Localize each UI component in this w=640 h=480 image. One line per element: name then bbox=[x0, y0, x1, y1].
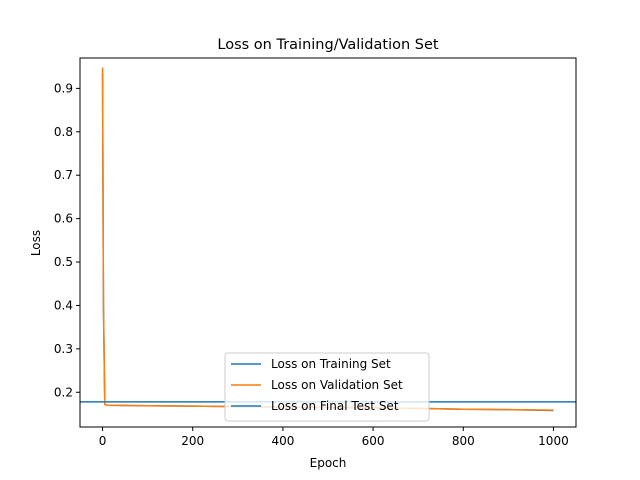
legend-box bbox=[224, 352, 430, 422]
plot-frame bbox=[79, 57, 577, 428]
y-tick-label: 0.6 bbox=[54, 212, 73, 226]
x-tick-label: 0 bbox=[99, 434, 107, 448]
x-tick-label: 600 bbox=[362, 434, 385, 448]
x-tick-label: 400 bbox=[271, 434, 294, 448]
x-axis: 0 200 400 600 800 1000 bbox=[99, 427, 569, 448]
y-tick-label: 0.3 bbox=[54, 342, 73, 356]
legend-entry-label: Loss on Training Set bbox=[271, 357, 391, 371]
y-axis: 0.2 0.3 0.4 0.5 0.6 0.7 0.8 0.9 bbox=[54, 81, 80, 399]
legend: Loss on Training Set Loss on Validation S… bbox=[224, 352, 430, 422]
y-tick-label: 0.2 bbox=[54, 385, 73, 399]
y-tick-label: 0.8 bbox=[54, 125, 73, 139]
y-tick-label: 0.5 bbox=[54, 255, 73, 269]
x-tick-label: 800 bbox=[452, 434, 475, 448]
legend-entry-label: Loss on Final Test Set bbox=[271, 399, 399, 413]
legend-entry-label: Loss on Validation Set bbox=[271, 378, 403, 392]
x-axis-label: Epoch bbox=[310, 456, 347, 470]
y-tick-label: 0.9 bbox=[54, 81, 73, 95]
chart-title: Loss on Training/Validation Set bbox=[217, 37, 439, 53]
y-axis-label: Loss bbox=[29, 230, 43, 256]
x-tick-label: 200 bbox=[181, 434, 204, 448]
y-tick-label: 0.7 bbox=[54, 168, 73, 182]
y-tick-label: 0.4 bbox=[54, 298, 73, 312]
x-tick-label: 1000 bbox=[538, 434, 569, 448]
